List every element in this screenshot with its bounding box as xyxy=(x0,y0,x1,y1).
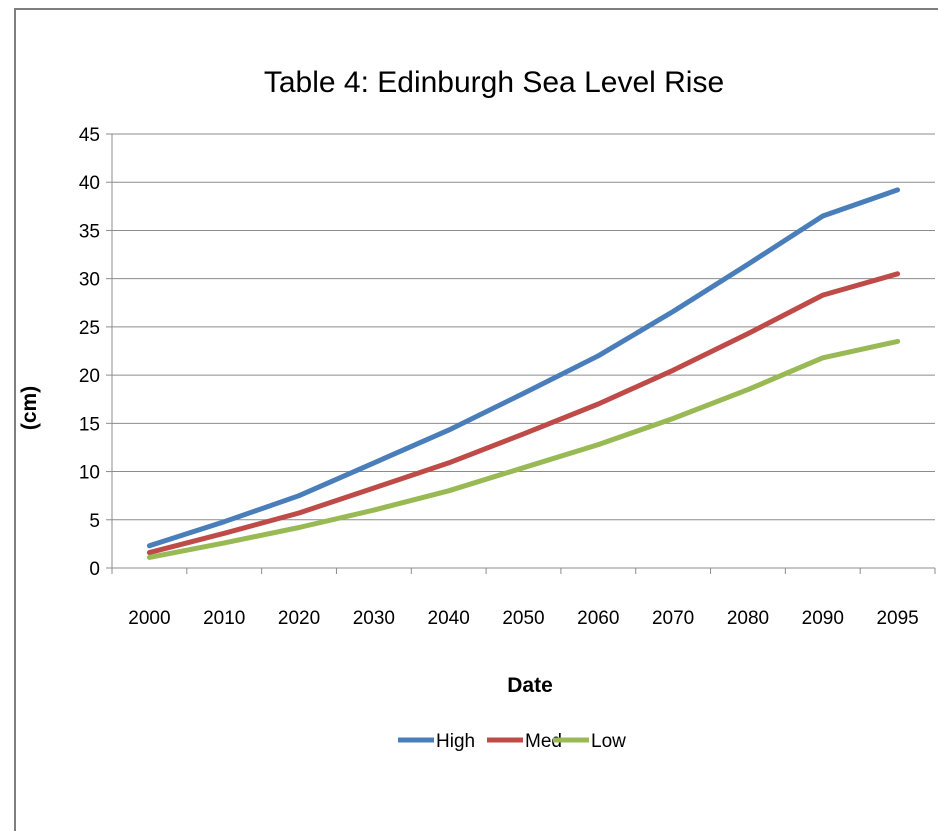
y-tick-label: 10 xyxy=(79,463,100,484)
x-tick-label: 2060 xyxy=(577,608,619,629)
legend-label-med: Med xyxy=(525,731,562,752)
y-tick-label: 20 xyxy=(79,366,100,387)
x-tick-label: 2040 xyxy=(428,608,470,629)
y-tick-label: 0 xyxy=(89,559,100,580)
y-tick-label: 5 xyxy=(89,511,100,532)
y-tick-label: 35 xyxy=(79,221,100,242)
axes xyxy=(106,133,936,574)
y-tick-label: 30 xyxy=(79,270,100,291)
y-tick-label: 45 xyxy=(79,125,100,146)
legend: High Med Low xyxy=(398,731,626,752)
frame-border-top xyxy=(14,8,938,10)
series-lines xyxy=(146,187,901,560)
x-tick-labels: 2000 2010 2020 2030 2040 2050 2060 2070 2080 2090… xyxy=(128,608,918,629)
y-tick-labels: 0 5 10 15 20 25 30 35 40 45 xyxy=(79,125,100,580)
legend-label-high: High xyxy=(436,731,475,752)
chart-title: Table 4: Edinburgh Sea Level Rise xyxy=(264,66,724,99)
x-tick-label: 2080 xyxy=(727,608,769,629)
x-tick-label: 2030 xyxy=(353,608,395,629)
x-tick-label: 2050 xyxy=(502,608,544,629)
y-tick-label: 25 xyxy=(79,318,100,339)
y-axis-title: (cm) xyxy=(18,386,41,430)
series-line-med xyxy=(146,271,901,556)
series-line-high xyxy=(146,187,901,549)
gridlines xyxy=(112,133,935,521)
x-tick-label: 2010 xyxy=(203,608,245,629)
x-tick-label: 2095 xyxy=(876,608,918,629)
x-tick-label: 2020 xyxy=(278,608,320,629)
x-tick-label: 2000 xyxy=(128,608,170,629)
series-line-low xyxy=(146,338,901,560)
frame-border-left xyxy=(14,8,16,831)
y-tick-label: 15 xyxy=(79,414,100,435)
x-tick-label: 2090 xyxy=(802,608,844,629)
x-axis-title: Date xyxy=(507,674,553,697)
x-tick-label: 2070 xyxy=(652,608,694,629)
y-tick-label: 40 xyxy=(79,173,100,194)
legend-label-low: Low xyxy=(591,731,626,752)
